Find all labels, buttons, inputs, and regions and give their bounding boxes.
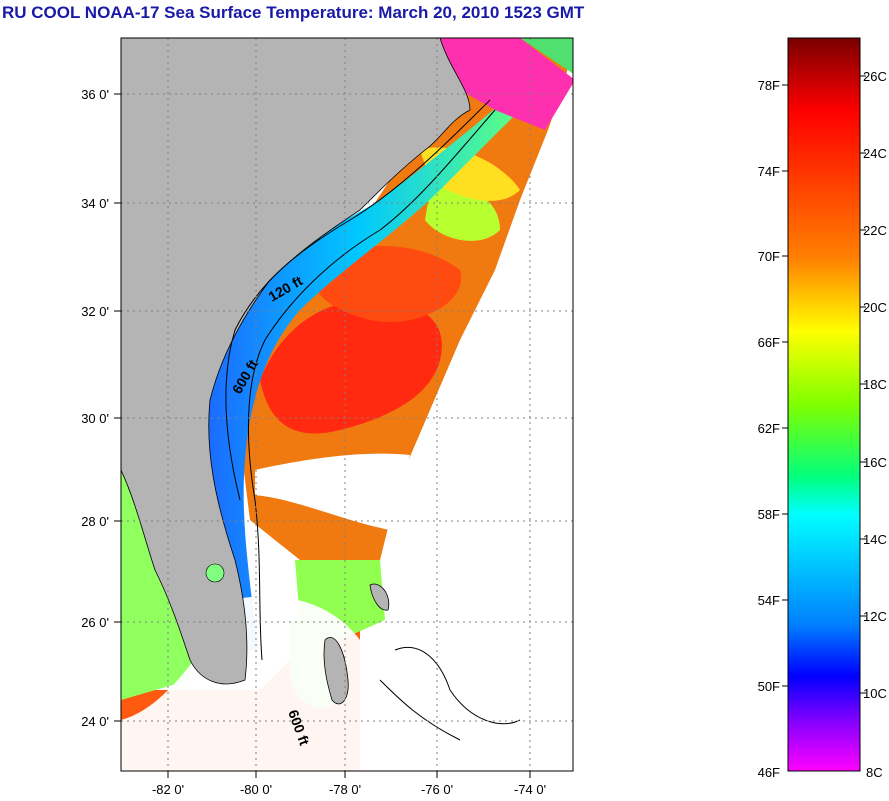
tick-marks <box>114 93 531 778</box>
cloud-patch <box>255 453 410 530</box>
lat-label-36: 36 0' <box>81 87 109 102</box>
land-us <box>121 38 471 685</box>
cbar-c-10: 10C <box>863 686 887 701</box>
lat-label-28: 28 0' <box>81 514 109 529</box>
cbar-c-22: 22C <box>863 223 887 238</box>
contour-bahamas <box>379 646 521 741</box>
cbar-f-70: 70F <box>758 249 780 264</box>
colorbar <box>787 37 861 772</box>
cold-corner <box>440 38 573 130</box>
cbar-c-20: 20C <box>863 300 887 315</box>
land-abaco <box>369 583 390 611</box>
lat-label-34: 34 0' <box>81 196 109 211</box>
cbar-c-14: 14C <box>863 532 887 547</box>
lat-label-26: 26 0' <box>81 615 109 630</box>
cbar-f-46: 46F <box>758 765 780 780</box>
cloud-patch-south <box>121 596 380 771</box>
cbar-f-78: 78F <box>758 78 780 93</box>
shelf-water <box>196 100 520 650</box>
map-border <box>120 37 574 772</box>
lake-okeechobee <box>205 563 225 583</box>
gulf-stream-core <box>260 300 442 434</box>
lon-label-82: -82 0' <box>152 782 184 797</box>
gulf-water <box>121 460 193 700</box>
northeast-water <box>520 38 573 74</box>
cbar-c-24: 24C <box>863 146 887 161</box>
cbar-f-50: 50F <box>758 679 780 694</box>
lat-label-30: 30 0' <box>81 411 109 426</box>
cbar-c-12: 12C <box>863 609 887 624</box>
cbar-f-62: 62F <box>758 421 780 436</box>
cbar-f-54: 54F <box>758 593 780 608</box>
cbar-f-66: 66F <box>758 335 780 350</box>
lat-label-32: 32 0' <box>81 304 109 319</box>
cbar-c-8: 8C <box>866 765 883 780</box>
contour-120ft <box>225 99 491 501</box>
grid-lines <box>121 38 573 771</box>
contour-600ft <box>247 109 496 661</box>
cbar-c-26: 26C <box>863 69 887 84</box>
lon-label-80: -80 0' <box>240 782 272 797</box>
cbar-c-18: 18C <box>863 377 887 392</box>
green-patch <box>425 187 500 241</box>
colorbar-ticks <box>782 75 866 694</box>
lon-label-76: -76 0' <box>421 782 453 797</box>
chart-title: RU COOL NOAA-17 Sea Surface Temperature:… <box>2 3 585 22</box>
lon-label-74: -74 0' <box>514 782 546 797</box>
cbar-f-74: 74F <box>758 164 780 179</box>
lon-label-78: -78 0' <box>329 782 361 797</box>
cbar-c-16: 16C <box>863 455 887 470</box>
cbar-f-58: 58F <box>758 507 780 522</box>
lat-label-24: 24 0' <box>81 714 109 729</box>
